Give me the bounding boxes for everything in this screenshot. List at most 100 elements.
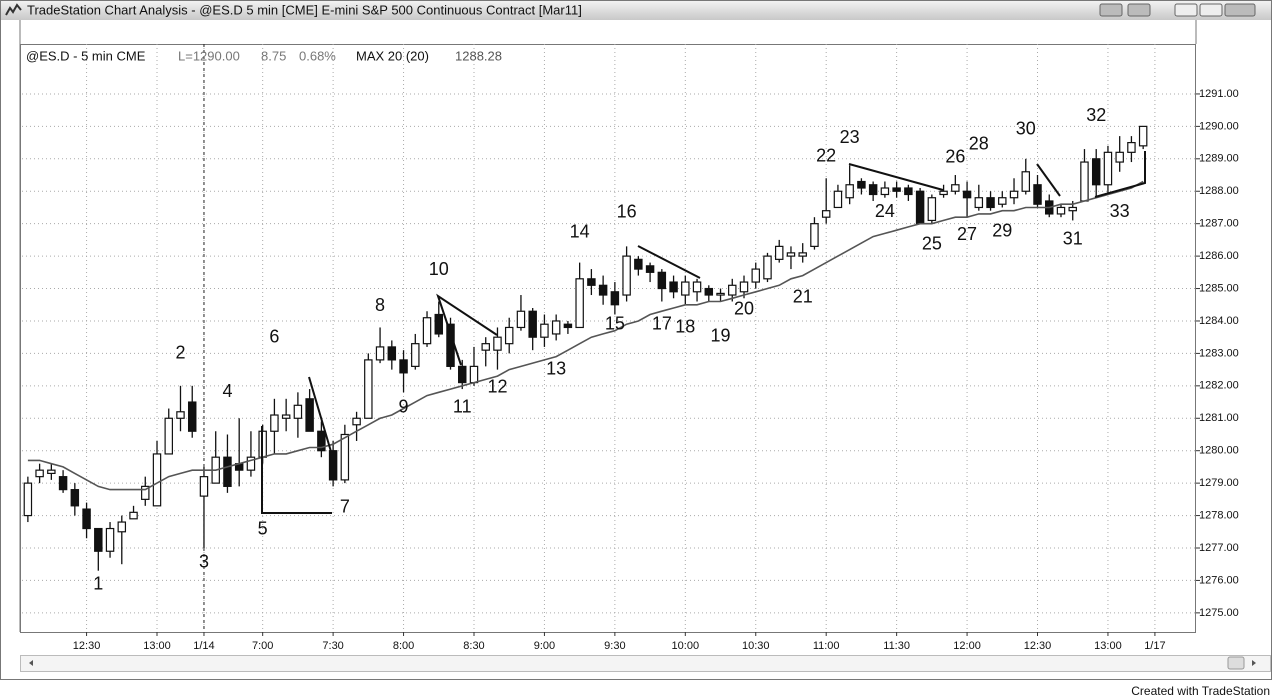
window-button[interactable] <box>1099 3 1123 17</box>
x-tick-label: 12:00 <box>953 640 981 652</box>
annotation: 9 <box>399 397 409 417</box>
candle-body <box>927 197 937 222</box>
net-change: 8.75 <box>261 48 286 63</box>
candle-body <box>305 398 314 432</box>
candle-body <box>187 401 197 432</box>
trend-line <box>1036 163 1061 197</box>
annotation: 26 <box>945 147 965 167</box>
trend-line <box>436 293 498 366</box>
candle-body <box>657 271 667 290</box>
candle-body <box>857 180 866 189</box>
candle-body <box>1021 171 1031 192</box>
candle-body <box>1033 184 1042 205</box>
annotation: 5 <box>258 519 268 539</box>
x-tick-label: 12:30 <box>1024 640 1052 652</box>
window-button[interactable] <box>1127 3 1151 17</box>
candle-body <box>458 365 467 384</box>
candle-body <box>94 527 103 552</box>
candle-body <box>293 404 303 419</box>
annotation: 2 <box>175 342 185 362</box>
y-tick-label: 1290.00 <box>1199 120 1239 132</box>
candle-body <box>763 255 772 280</box>
candle-body <box>434 313 444 335</box>
candle-body <box>528 310 537 338</box>
candle-body <box>82 508 91 530</box>
trend-lines <box>261 151 1146 514</box>
candle-body <box>23 482 33 517</box>
candle-body <box>962 190 972 199</box>
candle-body <box>70 489 80 507</box>
y-tick-label: 1275.00 <box>1199 607 1239 619</box>
y-tick-label: 1289.00 <box>1199 153 1239 165</box>
x-tick-label: 8:00 <box>393 640 414 652</box>
minimize-button[interactable] <box>1174 3 1198 17</box>
x-tick-label: 12:30 <box>73 640 101 652</box>
candle-body <box>469 365 479 384</box>
candle-body <box>281 414 291 419</box>
candle-body <box>751 268 760 283</box>
x-tick-label: 13:00 <box>1094 640 1122 652</box>
x-tick-label: 1/17 <box>1144 640 1165 652</box>
candle-body <box>575 278 584 329</box>
trend-line <box>308 376 333 456</box>
scroll-thumb[interactable] <box>1227 656 1245 670</box>
candle-body <box>1103 151 1113 186</box>
labels: 1275.00 1276.00 1277.00 1278.00 1279.00 1280.… <box>73 88 1239 652</box>
annotation: 1 <box>93 573 103 593</box>
maximize-button[interactable] <box>1199 3 1223 17</box>
annotation: 11 <box>453 397 472 417</box>
annotation: 14 <box>570 222 590 242</box>
candle-body <box>951 184 960 192</box>
title-bar <box>1 1 1271 20</box>
x-tick-label: 9:30 <box>604 640 625 652</box>
candle-body <box>105 527 115 552</box>
annotation: 23 <box>840 127 860 147</box>
candle-body <box>681 281 690 296</box>
x-tick-label: 7:30 <box>322 640 343 652</box>
candle-body <box>1115 151 1124 163</box>
candle-body <box>1068 206 1077 212</box>
trend-line <box>1094 151 1146 198</box>
annotation: 33 <box>1110 201 1130 221</box>
candle-body <box>199 476 209 497</box>
candles <box>23 125 1148 571</box>
candle-body <box>692 281 702 293</box>
scrollbar[interactable] <box>20 655 1271 672</box>
annotation: 4 <box>222 381 232 401</box>
candle-body <box>540 323 549 338</box>
candle-body <box>399 359 408 374</box>
candle-body <box>246 456 256 471</box>
scroll-right[interactable] <box>1252 660 1256 666</box>
candle-body <box>35 469 44 478</box>
x-tick-label: 11:30 <box>883 640 910 652</box>
candle-body <box>821 210 831 218</box>
candle-body <box>786 252 796 257</box>
annotation: 3 <box>199 552 209 572</box>
candle-body <box>364 359 373 419</box>
candle-body <box>422 317 432 345</box>
candle-body <box>669 281 678 293</box>
candle-body <box>645 265 655 273</box>
scroll-left[interactable] <box>29 660 33 666</box>
candle-body <box>176 411 185 419</box>
close-button[interactable] <box>1224 3 1256 17</box>
annotation: 8 <box>375 295 385 315</box>
annotation: 17 <box>652 314 672 334</box>
candle-body <box>739 281 749 293</box>
candle-body <box>1138 125 1148 147</box>
last-price: L=1290.00 <box>178 48 240 63</box>
app-icon <box>5 3 22 16</box>
candle-body <box>1080 161 1089 202</box>
candle-body <box>47 469 56 475</box>
grid <box>22 44 1200 636</box>
candle-body <box>58 476 68 491</box>
annotation: 15 <box>605 314 625 334</box>
candle-body <box>129 511 138 520</box>
candle-body <box>998 197 1007 205</box>
candle-body <box>551 320 561 335</box>
annotation: 27 <box>957 224 977 244</box>
indicator-name: MAX 20 (20) <box>356 48 429 63</box>
candle-body <box>317 430 326 452</box>
candle-body <box>974 197 984 209</box>
